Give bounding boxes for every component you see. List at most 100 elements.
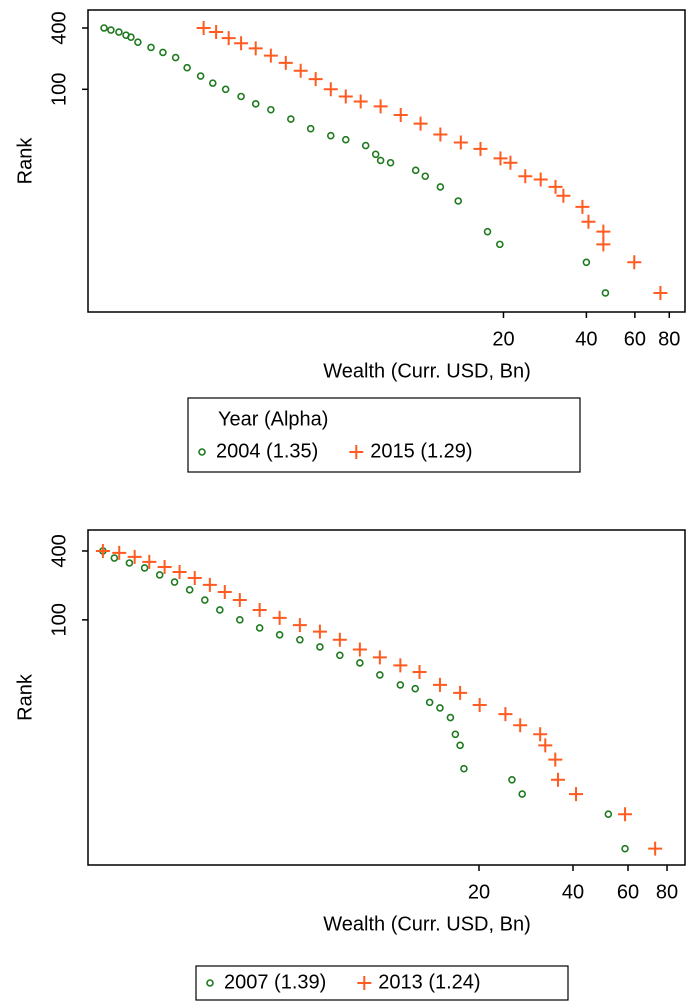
plus-marker bbox=[209, 25, 224, 40]
plus-marker bbox=[187, 571, 202, 586]
plus-marker bbox=[234, 36, 249, 51]
plus-marker bbox=[493, 151, 508, 166]
circle-marker bbox=[604, 810, 613, 819]
plus-marker bbox=[548, 752, 563, 767]
legend-box bbox=[195, 965, 569, 1001]
plot-frame bbox=[87, 529, 686, 866]
circle-marker bbox=[201, 596, 209, 604]
x-tick-label: 20 bbox=[468, 881, 490, 903]
plus-marker bbox=[453, 685, 468, 700]
plus-marker bbox=[312, 624, 327, 639]
circle-marker bbox=[496, 240, 504, 249]
plus-marker bbox=[142, 554, 157, 569]
plus-marker bbox=[373, 99, 388, 114]
circle-marker bbox=[267, 105, 275, 114]
circle-marker bbox=[183, 63, 191, 72]
circle-marker bbox=[454, 197, 463, 205]
plus-marker bbox=[232, 593, 247, 608]
plus-marker bbox=[217, 585, 232, 600]
plus-marker bbox=[323, 82, 338, 97]
circle-marker bbox=[456, 741, 464, 750]
plus-marker bbox=[272, 610, 287, 625]
plus-marker bbox=[157, 559, 172, 574]
plot-frame bbox=[87, 9, 686, 313]
circle-marker bbox=[185, 586, 194, 594]
circle-marker bbox=[411, 684, 420, 693]
circle-marker bbox=[159, 48, 167, 57]
y-axis-label: Rank bbox=[14, 137, 36, 185]
plus-marker bbox=[196, 21, 211, 36]
circle-marker bbox=[236, 616, 244, 624]
circle-marker bbox=[508, 775, 516, 784]
plus-marker bbox=[596, 237, 611, 252]
circle-marker bbox=[147, 43, 155, 52]
plus-marker bbox=[221, 31, 236, 46]
circle-marker bbox=[341, 135, 350, 144]
circle-marker bbox=[582, 258, 591, 267]
plus-marker bbox=[575, 199, 590, 214]
circle-marker bbox=[356, 659, 364, 667]
plus-marker bbox=[550, 772, 565, 787]
x-tick-label: 60 bbox=[617, 881, 639, 903]
circle-marker bbox=[436, 183, 445, 191]
plus-marker bbox=[648, 841, 663, 856]
plus-marker bbox=[372, 650, 387, 665]
circle-marker bbox=[376, 671, 384, 679]
circle-marker bbox=[601, 289, 610, 297]
plus-marker bbox=[202, 577, 217, 592]
circle-marker bbox=[361, 141, 370, 150]
plus-marker bbox=[533, 727, 548, 742]
plus-marker bbox=[473, 141, 488, 156]
circle-marker bbox=[100, 24, 108, 32]
circle-marker bbox=[155, 571, 164, 579]
circle-marker bbox=[396, 681, 405, 689]
plus-marker bbox=[248, 41, 263, 56]
circle-marker bbox=[221, 85, 230, 94]
legend-title: Year (Alpha) bbox=[218, 408, 328, 430]
plus-marker bbox=[349, 445, 364, 459]
circle-marker bbox=[451, 730, 460, 739]
plus-marker bbox=[352, 642, 367, 657]
circle-marker bbox=[446, 713, 455, 722]
circle-marker bbox=[411, 166, 420, 175]
y-tick-label: 100 bbox=[48, 73, 70, 106]
plus-marker bbox=[513, 718, 528, 733]
y-axis-label: Rank bbox=[14, 673, 36, 721]
circle-marker bbox=[275, 631, 284, 639]
plus-marker bbox=[453, 135, 468, 150]
plus-marker bbox=[263, 48, 278, 63]
plus-marker bbox=[533, 172, 548, 187]
y-tick-label: 400 bbox=[48, 11, 70, 44]
circle-marker bbox=[237, 92, 245, 101]
y-tick-label: 400 bbox=[48, 534, 70, 567]
circle-marker bbox=[296, 635, 304, 644]
plus-marker bbox=[618, 807, 633, 822]
circle-marker bbox=[436, 704, 444, 712]
legend-label: 2007 (1.39) bbox=[224, 971, 326, 993]
circle-marker bbox=[483, 227, 492, 236]
circle-marker bbox=[125, 559, 134, 567]
plus-marker bbox=[357, 976, 372, 990]
circle-marker bbox=[198, 448, 206, 456]
plus-marker bbox=[172, 564, 187, 579]
circle-marker bbox=[251, 100, 260, 108]
x-tick-label: 40 bbox=[562, 881, 584, 903]
circle-marker bbox=[518, 790, 526, 798]
plus-marker bbox=[581, 214, 596, 229]
plus-marker bbox=[503, 155, 518, 170]
circle-marker bbox=[376, 156, 385, 165]
plus-marker bbox=[127, 549, 142, 564]
circle-marker bbox=[421, 172, 430, 181]
plus-marker bbox=[95, 543, 110, 558]
circle-marker bbox=[171, 53, 180, 62]
circle-marker bbox=[107, 26, 115, 34]
plus-marker bbox=[653, 285, 668, 300]
legend-label: 2004 (1.35) bbox=[216, 440, 318, 462]
x-tick-label: 60 bbox=[624, 328, 646, 350]
circle-marker bbox=[306, 124, 315, 133]
circle-marker bbox=[196, 72, 205, 80]
plus-marker bbox=[498, 707, 513, 722]
circle-marker bbox=[460, 764, 468, 773]
